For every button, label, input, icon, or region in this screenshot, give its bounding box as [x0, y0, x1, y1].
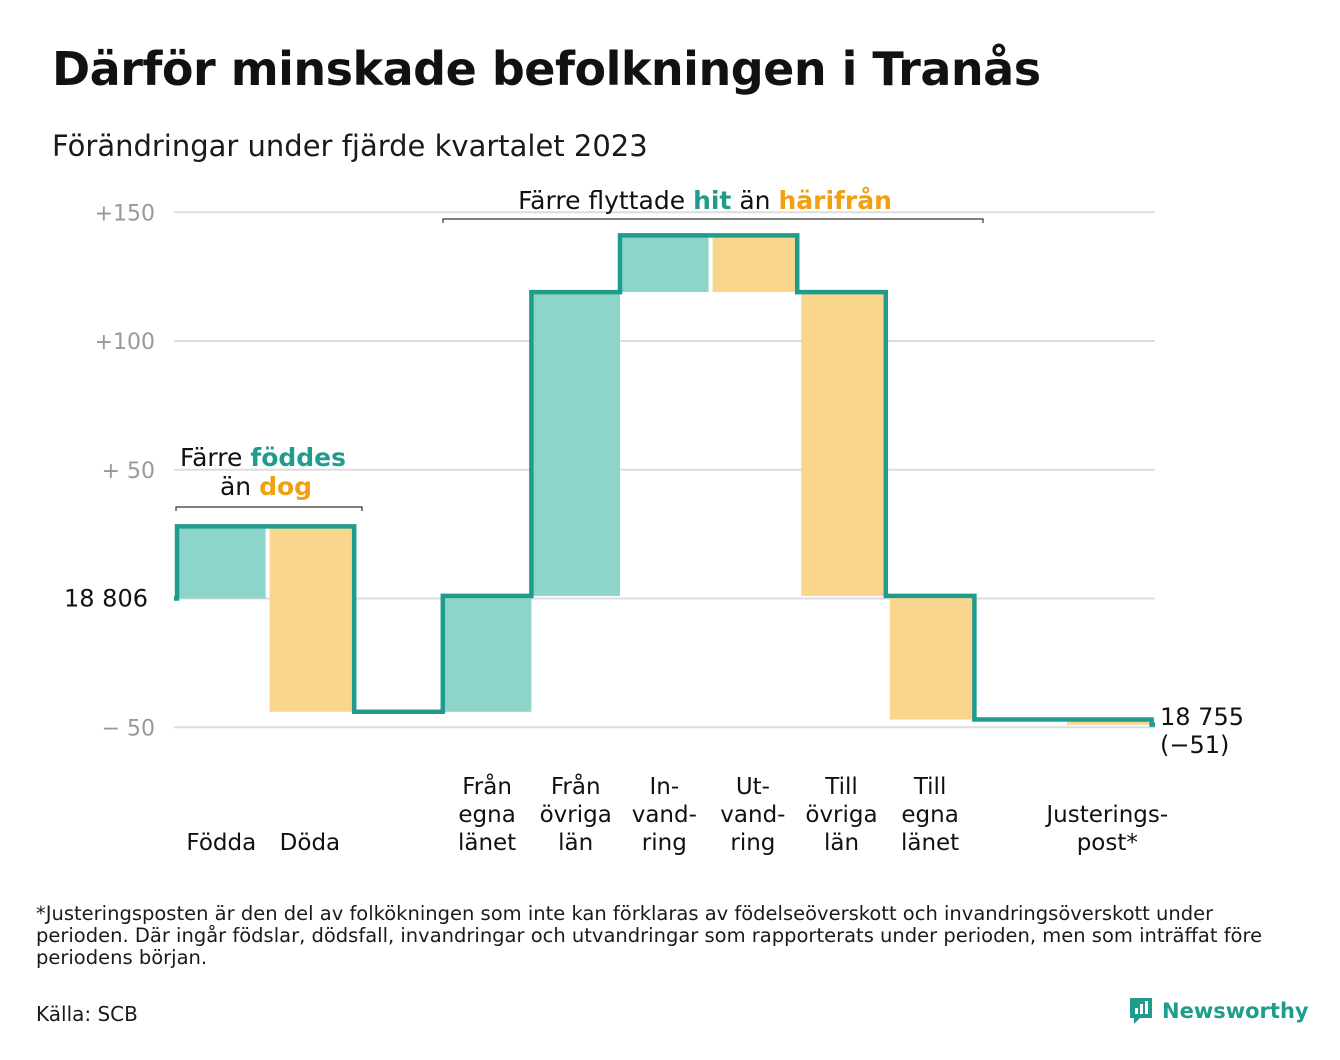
annotation-text-part: föddes [250, 443, 346, 472]
y-tick-label: − 50 [102, 716, 155, 741]
category-label: Ut- [736, 774, 770, 800]
bar [712, 235, 798, 293]
category-label: egna [458, 802, 515, 828]
running-total-line [174, 233, 1155, 727]
category-labels: Födda DödaFrånegnalänetFrånövrigalänIn-va… [186, 772, 1168, 856]
y-tick-label: +150 [95, 201, 155, 226]
brand-name: Newsworthy [1162, 999, 1309, 1023]
category-label: In- [649, 774, 679, 800]
annotation-text-part: Färre flyttade [518, 186, 693, 215]
annotation-migration: Färre flyttade hit än härifrån [518, 186, 892, 215]
bar [442, 595, 532, 712]
category-label: egna [901, 802, 958, 828]
bar [1067, 719, 1152, 725]
category-label: ring [642, 830, 687, 856]
footnote: *Justeringsposten är den del av folkökni… [36, 902, 1263, 969]
running-total-path [174, 233, 1155, 727]
annotation-text-part: hit [693, 186, 731, 215]
chart-title: Därför minskade befolkningen i Tranås [52, 42, 1041, 96]
y-axis-ticks: +150 +100 + 50 − 50 18 806 [64, 201, 155, 741]
annotation-births-deaths: Färre föddes [180, 443, 346, 472]
category-label: Från [551, 772, 601, 800]
annotation-text-part: Färre [180, 443, 250, 472]
annotation-text-part: härifrån [778, 186, 891, 215]
category-label: Till [913, 774, 947, 800]
annotation-text-part: än [220, 472, 259, 501]
category-label: vand- [720, 802, 785, 828]
annotation-bracket-migration [442, 218, 984, 223]
category-label: länet [901, 830, 959, 856]
category-label: post* [1077, 830, 1138, 856]
category-label: Födda [186, 830, 256, 856]
bar [177, 526, 266, 599]
annotation-births-deaths-line2: än dog [220, 472, 312, 501]
bar [620, 235, 709, 293]
bar [889, 595, 975, 720]
bar [269, 526, 355, 712]
newsworthy-logo-icon [1130, 998, 1152, 1024]
annotation-bracket-births-deaths [175, 506, 363, 511]
y-tick-label: +100 [95, 330, 155, 355]
brand-logo: Newsworthy [1128, 996, 1309, 1026]
annotation-text-part: än [731, 186, 778, 215]
bars [177, 235, 1152, 725]
category-label: Från [462, 772, 512, 800]
category-label: länet [458, 830, 516, 856]
category-label: län [558, 830, 593, 856]
bar [531, 292, 620, 596]
value-labels: 18 755(−51) [1160, 703, 1244, 759]
category-label: län [824, 830, 859, 856]
bar [801, 292, 886, 596]
end-value-label: 18 755 [1160, 703, 1244, 731]
category-label: Justerings- [1044, 802, 1168, 828]
category-label: övriga [805, 802, 877, 828]
category-label: vand- [632, 802, 697, 828]
end-value-label: (−51) [1160, 731, 1229, 759]
chart-subtitle: Förändringar under fjärde kvartalet 2023 [52, 129, 648, 163]
start-value-label: 18 806 [64, 585, 148, 613]
annotation-text-part: dog [259, 472, 312, 501]
category-label: Döda [280, 830, 340, 856]
category-label: övriga [540, 802, 612, 828]
source-label: Källa: SCB [36, 1002, 138, 1026]
y-tick-label: + 50 [102, 459, 155, 484]
category-label: Till [824, 774, 858, 800]
category-label: ring [730, 830, 775, 856]
